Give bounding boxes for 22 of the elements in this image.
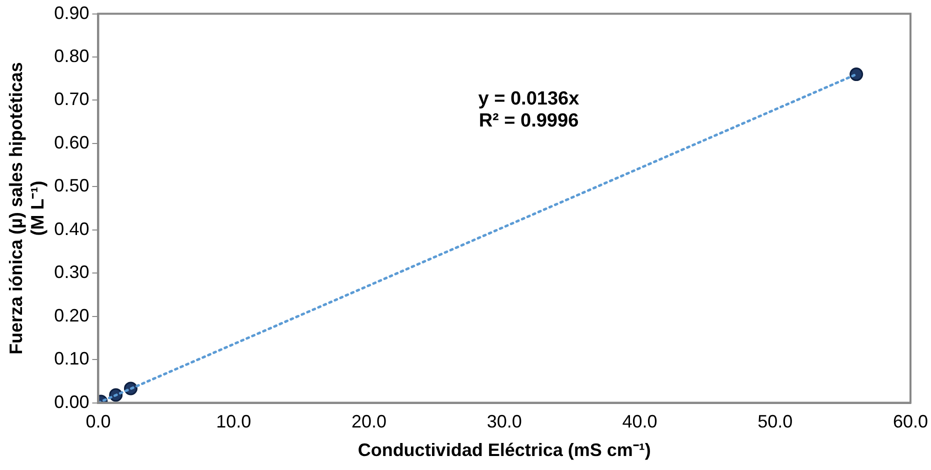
x-axis-title: Conductividad Eléctrica (mS cm⁻¹): [358, 440, 651, 460]
x-tick-label: 50.0: [758, 412, 793, 432]
y-tick-label: 0.50: [54, 176, 90, 196]
point: [850, 68, 864, 82]
x-tick-label: 60.0: [892, 412, 928, 432]
y-axis-title: Fuerza iónica (µ) sales hipotéticas (M L⁻¹): [6, 62, 48, 355]
x-tick-label: 10.0: [216, 412, 252, 432]
y-tick-label: 0.40: [54, 218, 90, 239]
y-tick-label: 0.30: [54, 262, 90, 282]
annotation: R² = 0.9996: [478, 110, 579, 132]
x-tick-label: 30.0: [486, 412, 522, 432]
y-tick-label: 0.00: [54, 392, 90, 412]
y-tick-label: 0.80: [54, 46, 90, 66]
x-tick-label: 20.0: [351, 412, 387, 432]
y-tick-label: 0.10: [54, 348, 90, 369]
y-tick-label: 0.70: [54, 89, 90, 110]
x-tick-label: 40.0: [622, 412, 658, 432]
x-tick-label: 0.0: [86, 412, 111, 432]
y-tick-label: 0.20: [54, 305, 90, 326]
y-tick-label: 0.90: [54, 2, 90, 23]
annotation: y = 0.0136x: [478, 88, 580, 110]
y-tick-label: 0.60: [54, 132, 90, 152]
